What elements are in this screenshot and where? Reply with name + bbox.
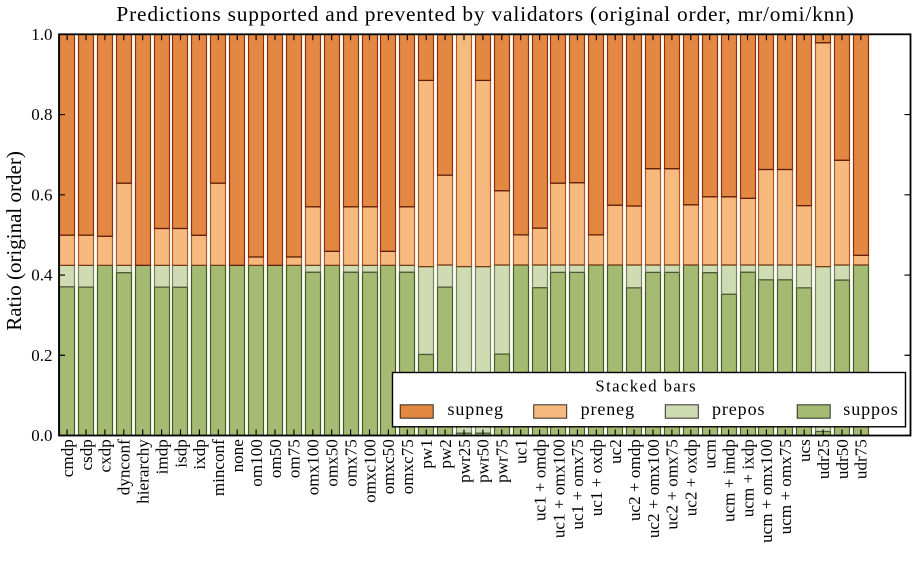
svg-text:om100: om100	[247, 439, 266, 486]
svg-text:ucm + ixdp: ucm + ixdp	[738, 439, 757, 517]
svg-text:0.0: 0.0	[31, 426, 52, 445]
svg-text:uc1 + omx75: uc1 + omx75	[568, 439, 587, 529]
svg-text:om75: om75	[285, 439, 304, 478]
svg-text:uc2 + omx100: uc2 + omx100	[644, 439, 663, 538]
svg-text:dynconf: dynconf	[115, 439, 134, 495]
svg-text:uc1 + omdp: uc1 + omdp	[530, 439, 549, 521]
svg-text:om50: om50	[266, 439, 285, 478]
svg-text:imdp: imdp	[152, 439, 171, 474]
svg-text:csdp: csdp	[77, 439, 96, 470]
svg-text:cmdp: cmdp	[58, 439, 77, 477]
svg-text:ixdp: ixdp	[190, 439, 209, 469]
svg-text:uc2: uc2	[606, 439, 625, 464]
svg-text:ucm: ucm	[701, 439, 720, 469]
svg-text:omxc75: omxc75	[398, 439, 417, 494]
svg-text:ucm + omx100: ucm + omx100	[757, 439, 776, 543]
svg-text:0.2: 0.2	[31, 346, 52, 365]
svg-text:suppos: suppos	[843, 399, 898, 419]
svg-text:udr75: udr75	[852, 439, 871, 479]
svg-text:pwr50: pwr50	[474, 439, 493, 483]
svg-text:uc2 + omx75: uc2 + omx75	[663, 439, 682, 529]
svg-text:omxc50: omxc50	[379, 439, 398, 494]
svg-text:ucm + imdp: ucm + imdp	[719, 439, 738, 522]
svg-text:minconf: minconf	[209, 439, 228, 496]
svg-text:pw1: pw1	[417, 439, 436, 468]
svg-text:0.8: 0.8	[31, 105, 52, 124]
svg-text:uc1 + omx100: uc1 + omx100	[549, 439, 568, 538]
svg-text:omx75: omx75	[341, 439, 360, 486]
svg-text:udr25: udr25	[814, 439, 833, 479]
svg-text:none: none	[228, 439, 247, 472]
svg-text:preneg: preneg	[581, 399, 635, 419]
svg-text:Ratio (original order): Ratio (original order)	[2, 151, 26, 331]
svg-text:0.6: 0.6	[31, 185, 52, 204]
svg-text:1.0: 1.0	[31, 25, 52, 44]
svg-text:pwr75: pwr75	[493, 439, 512, 483]
svg-text:omxc100: omxc100	[360, 439, 379, 503]
svg-text:isdp: isdp	[171, 439, 190, 468]
svg-text:supneg: supneg	[448, 399, 504, 419]
svg-text:ucs: ucs	[795, 439, 814, 462]
svg-text:uc2 + oxdp: uc2 + oxdp	[682, 439, 701, 516]
svg-text:ucm + omx75: ucm + omx75	[776, 439, 795, 534]
svg-text:udr50: udr50	[833, 439, 852, 479]
svg-text:hierarchy: hierarchy	[134, 439, 153, 504]
svg-text:uc1: uc1	[512, 439, 531, 464]
svg-text:Predictions supported and prev: Predictions supported and prevented by v…	[116, 2, 854, 26]
svg-text:pwr25: pwr25	[455, 439, 474, 483]
svg-text:uc2 + omdp: uc2 + omdp	[625, 439, 644, 521]
svg-text:cxdp: cxdp	[96, 439, 115, 472]
svg-text:0.4: 0.4	[31, 266, 53, 285]
svg-text:omx100: omx100	[304, 439, 323, 495]
svg-text:prepos: prepos	[712, 399, 765, 419]
svg-text:pw2: pw2	[436, 439, 455, 468]
svg-text:omx50: omx50	[323, 439, 342, 486]
svg-text:Stacked bars: Stacked bars	[595, 376, 697, 395]
svg-text:uc1 + oxdp: uc1 + oxdp	[587, 439, 606, 516]
